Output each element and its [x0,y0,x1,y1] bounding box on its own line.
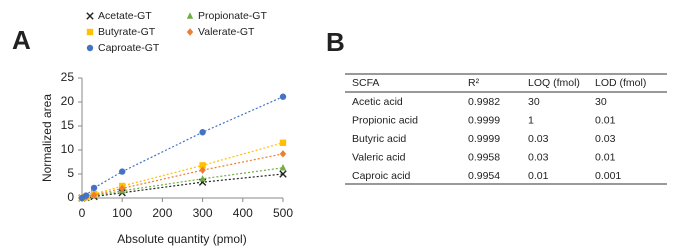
table-header: SCFA [352,77,379,89]
y-tick-label: 0 [67,190,74,204]
legend-marker [186,28,194,36]
panel-label: A [12,25,31,55]
table-cell: Acetic acid [352,96,403,108]
point [279,93,287,100]
point [90,191,98,199]
x-tick-label: 400 [233,206,253,220]
table-header: R² [468,77,480,89]
legend-marker [86,12,94,20]
legend-label: Caproate-GT [98,42,160,54]
table-cell: Caproic acid [352,170,411,182]
table-cell: Propionic acid [352,114,418,126]
point [279,150,287,158]
x-tick-label: 200 [152,206,172,220]
table-cell: 1 [528,114,534,126]
legend-label: Valerate-GT [198,26,255,38]
table-cell: 0.001 [595,170,621,182]
point [199,166,206,174]
x-tick-label: 300 [193,206,213,220]
legend-label: Butyrate-GT [98,26,156,38]
table-cell: Butyric acid [352,133,406,145]
table-cell: 0.9982 [468,96,500,108]
table-cell: 0.01 [595,151,616,163]
table-cell: 30 [595,96,607,108]
point [279,164,287,171]
table-cell: 0.03 [528,151,549,163]
legend-label: Propionate-GT [198,10,267,22]
legend-marker [86,28,94,36]
point [90,184,98,192]
point [119,168,126,175]
y-tick-label: 15 [61,118,75,132]
table-header: LOD (fmol) [595,77,646,89]
panel-label: B [326,27,345,57]
x-tick-label: 500 [273,206,293,220]
table-cell: 0.01 [528,170,549,182]
x-tick-label: 0 [79,206,86,220]
legend-marker [86,44,94,52]
x-tick-label: 100 [112,206,132,220]
table-cell: 0.01 [595,114,616,126]
y-tick-label: 20 [61,94,75,108]
point [279,139,287,146]
table-cell: 30 [528,96,540,108]
legend-marker [186,12,194,19]
y-axis-label: Normalized area [40,94,54,182]
trend-line [81,142,284,199]
point [279,170,287,178]
point [199,129,206,136]
table-cell: 0.9958 [468,151,500,163]
x-axis-label: Absolute quantity (pmol) [117,232,246,246]
table-cell: 0.03 [595,133,616,145]
table-cell: Valeric acid [352,151,406,163]
y-tick-label: 5 [67,166,74,180]
trend-line [81,96,284,199]
table-header: LOQ (fmol) [528,77,580,89]
trend-line [81,153,284,199]
point [199,175,206,182]
legend-label: Acetate-GT [98,10,152,22]
table-cell: 0.9954 [468,170,500,182]
y-tick-label: 25 [61,70,75,84]
point [199,162,206,169]
point [82,192,90,199]
point [119,184,126,193]
table-cell: 0.9999 [468,114,500,126]
table-cell: 0.9999 [468,133,500,145]
table-cell: 0.03 [528,133,549,145]
y-tick-label: 10 [61,142,75,156]
trend-line [81,167,284,199]
